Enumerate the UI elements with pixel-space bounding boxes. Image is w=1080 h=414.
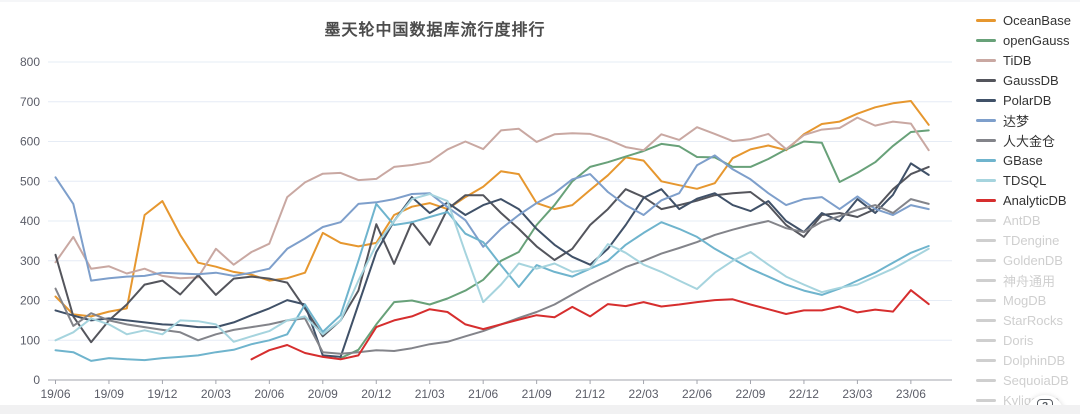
series-line-AnalyticDB[interactable] [250,289,930,361]
x-axis-tick-label: 19/09 [94,387,124,401]
x-axis-tick-label: 20/12 [361,387,391,401]
y-axis-tick-label: 200 [20,294,40,308]
legend-swatch-icon [976,198,996,202]
y-axis-tick-label: 300 [20,254,40,268]
y-axis-tick-label: 700 [20,95,40,109]
legend-label: SequoiaDB [1003,372,1069,388]
legend-swatch-icon [976,78,996,82]
series-line-人大金仓[interactable] [54,198,930,355]
legend-swatch-icon [976,98,996,102]
x-axis-tick-label: 21/03 [415,387,445,401]
legend-swatch-icon [976,358,996,362]
series-line-TiDB[interactable] [54,116,930,280]
legend-label: GoldenDB [1003,252,1063,268]
legend-item-TDengine[interactable]: TDengine [976,230,1080,250]
legend-item-Doris[interactable]: Doris [976,330,1080,350]
x-axis-tick-label: 21/09 [522,387,552,401]
series-line-TDSQL[interactable] [54,193,930,343]
legend-item-MogDB[interactable]: MogDB [976,290,1080,310]
x-axis-tick-label: 22/09 [735,387,765,401]
legend-label: openGauss [1003,32,1070,48]
legend-swatch-icon [976,178,996,182]
legend-swatch-icon [976,298,996,302]
legend-label: MogDB [1003,292,1047,308]
x-axis-tick-label: 20/06 [254,387,284,401]
legend-label: OceanBase [1003,12,1071,28]
x-axis-tick-label: 19/06 [40,387,70,401]
legend-swatch-icon [976,338,996,342]
x-axis-tick-label: 21/06 [468,387,498,401]
series-line-PolarDB[interactable] [54,162,930,358]
x-axis-tick-label: 23/03 [842,387,872,401]
legend-item-人大金仓[interactable]: 人大金仓 [976,130,1080,150]
legend-label: Doris [1003,332,1034,348]
legend-item-AnalyticDB[interactable]: AnalyticDB [976,190,1080,210]
legend-label: TDengine [1003,232,1060,248]
y-axis-tick-label: 800 [20,55,40,69]
legend-item-SequoiaDB[interactable]: SequoiaDB [976,370,1080,390]
legend-label: GBase [1003,152,1043,168]
legend-item-神舟通用[interactable]: 神舟通用 [976,270,1080,290]
legend-item-GoldenDB[interactable]: GoldenDB [976,250,1080,270]
legend-label: DolphinDB [1003,352,1066,368]
y-axis-tick-label: 0 [33,373,40,387]
legend-label: TiDB [1003,52,1032,68]
legend-item-OceanBase[interactable]: OceanBase [976,10,1080,30]
legend-label: StarRocks [1003,312,1063,328]
legend-item-GaussDB[interactable]: GaussDB [976,70,1080,90]
legend-swatch-icon [976,18,996,22]
legend-swatch-icon [976,278,996,282]
x-axis-tick-label: 22/03 [629,387,659,401]
legend-label: AntDB [1003,212,1041,228]
series-line-openGauss[interactable] [339,129,930,360]
y-axis-tick-label: 400 [20,214,40,228]
legend-label: 达梦 [1003,113,1030,129]
legend-label: 神舟通用 [1003,273,1056,289]
legend-item-TiDB[interactable]: TiDB [976,50,1080,70]
legend-item-openGauss[interactable]: openGauss [976,30,1080,50]
legend-item-TDSQL[interactable]: TDSQL [976,170,1080,190]
legend-swatch-icon [976,138,996,142]
legend-swatch-icon [976,58,996,62]
x-axis-tick-label: 22/12 [789,387,819,401]
legend-label: AnalyticDB [1003,192,1067,208]
legend-swatch-icon [976,158,996,162]
legend-item-DolphinDB[interactable]: DolphinDB [976,350,1080,370]
bottom-strip [0,405,1080,414]
legend-swatch-icon [976,398,996,402]
legend-item-达梦[interactable]: 达梦 [976,110,1080,130]
y-axis-tick-label: 500 [20,174,40,188]
legend-item-PolarDB[interactable]: PolarDB [976,90,1080,110]
x-axis-tick-label: 22/06 [682,387,712,401]
series-line-达梦[interactable] [54,154,930,282]
x-axis-tick-label: 20/09 [308,387,338,401]
legend-panel: OceanBase openGauss TiDB GaussDB PolarDB 达梦人大… [976,10,1080,410]
x-axis-tick-label: 21/12 [575,387,605,401]
legend-swatch-icon [976,38,996,42]
legend-label: 人大金仓 [1003,133,1056,149]
series-line-OceanBase[interactable] [54,100,930,318]
x-axis-tick-label: 19/12 [147,387,177,401]
legend-swatch-icon [976,258,996,262]
legend-item-StarRocks[interactable]: StarRocks [976,310,1080,330]
legend-item-GBase[interactable]: GBase [976,150,1080,170]
y-axis-tick-label: 100 [20,333,40,347]
legend-label: TDSQL [1003,172,1047,188]
legend-swatch-icon [976,378,996,382]
x-axis-tick-label: 23/06 [896,387,926,401]
series-line-GBase[interactable] [54,202,930,362]
legend-swatch-icon [976,238,996,242]
legend-swatch-icon [976,318,996,322]
x-axis-tick-label: 20/03 [201,387,231,401]
legend-item-AntDB[interactable]: AntDB [976,210,1080,230]
legend-label: GaussDB [1003,72,1059,88]
y-axis-tick-label: 600 [20,135,40,149]
series-line-GaussDB[interactable] [54,165,930,344]
legend-swatch-icon [976,118,996,122]
legend-swatch-icon [976,218,996,222]
legend-label: PolarDB [1003,92,1052,108]
chart-title: 墨天轮中国数据库流行度排行 [324,22,546,39]
